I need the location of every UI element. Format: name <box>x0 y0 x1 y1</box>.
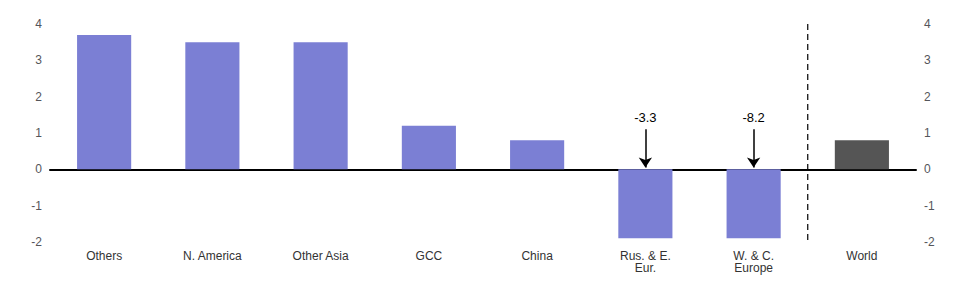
svg-text:-1: -1 <box>31 199 42 213</box>
svg-text:0: 0 <box>35 162 42 176</box>
svg-text:GCC: GCC <box>416 249 443 263</box>
svg-text:1: 1 <box>35 126 42 140</box>
svg-text:N. America: N. America <box>183 249 242 263</box>
svg-text:-1: -1 <box>924 199 935 213</box>
svg-text:-8.2: -8.2 <box>742 110 764 125</box>
svg-text:Europe: Europe <box>734 261 773 275</box>
svg-text:3: 3 <box>924 53 931 67</box>
svg-text:World: World <box>846 249 877 263</box>
svg-text:2: 2 <box>35 90 42 104</box>
svg-text:4: 4 <box>35 17 42 31</box>
svg-text:-2: -2 <box>31 235 42 249</box>
svg-text:Eur.: Eur. <box>635 261 656 275</box>
svg-text:Other Asia: Other Asia <box>293 249 349 263</box>
svg-text:0: 0 <box>924 162 931 176</box>
svg-text:W. & C.: W. & C. <box>733 249 774 263</box>
svg-text:-2: -2 <box>924 235 935 249</box>
svg-text:3: 3 <box>35 53 42 67</box>
svg-text:Others: Others <box>86 249 122 263</box>
svg-text:2: 2 <box>924 90 931 104</box>
svg-text:Rus. & E.: Rus. & E. <box>620 249 671 263</box>
svg-text:1: 1 <box>924 126 931 140</box>
svg-text:4: 4 <box>924 17 931 31</box>
svg-text:-3.3: -3.3 <box>634 110 656 125</box>
svg-text:China: China <box>521 249 553 263</box>
